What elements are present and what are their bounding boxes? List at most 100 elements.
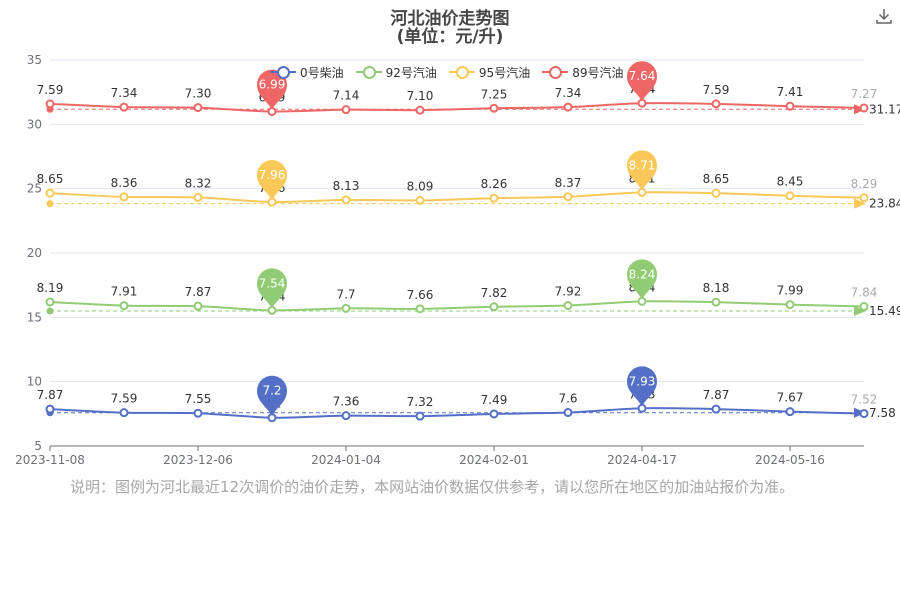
data-point <box>119 408 129 418</box>
data-label: 7.66 <box>407 288 434 302</box>
data-label: 7.10 <box>407 89 434 103</box>
data-label: 7.84 <box>851 286 878 300</box>
series-line <box>49 191 865 204</box>
axes: 5 10 15 20 25 30 35 2023-11-08 2023-12-06 2024-01… <box>15 53 864 467</box>
data-label: 7.32 <box>407 395 434 409</box>
data-label: 7.36 <box>333 395 360 409</box>
y-tick-label: 35 <box>27 53 42 67</box>
legend-line-icon <box>355 65 382 79</box>
data-point <box>489 193 499 203</box>
y-tick-label: 15 <box>27 310 42 324</box>
y-tick-label: 10 <box>27 375 42 389</box>
legend-label: 92号汽油 <box>385 65 437 80</box>
max-marker-label: 8.71 <box>629 158 656 172</box>
average-line-arrow <box>854 306 866 317</box>
legend-item[interactable]: 95号汽油 <box>448 63 531 81</box>
data-point <box>119 102 129 112</box>
data-point <box>785 407 795 417</box>
data-label: 7.49 <box>481 393 508 407</box>
data-label: 8.18 <box>703 281 730 295</box>
data-point <box>45 297 55 307</box>
data-label: 7.59 <box>37 83 64 97</box>
data-label: 7.87 <box>703 388 730 402</box>
max-marker-pin <box>627 61 657 102</box>
average-value-label: 31.17 <box>869 102 900 116</box>
data-label: 8.09 <box>407 179 434 193</box>
data-label: 7.25 <box>481 87 508 101</box>
legend-line-icon <box>448 65 475 79</box>
data-label: 7.55 <box>185 392 212 406</box>
data-point <box>489 103 499 113</box>
legend-item[interactable]: 0号柴油 <box>270 63 344 81</box>
min-marker-label: 6.99 <box>259 78 286 92</box>
y-tick-label: 20 <box>27 246 42 260</box>
data-label: 7.92 <box>555 284 582 298</box>
markers-layer: 7.93 7.2 8.24 7.54 8.71 7.96 7.64 6.99 <box>257 61 657 416</box>
min-marker: 6.99 <box>257 69 287 110</box>
max-marker-pin <box>627 259 657 300</box>
data-point <box>119 192 129 202</box>
data-point <box>711 188 721 198</box>
grid-lines <box>50 59 864 383</box>
max-marker: 7.64 <box>627 61 657 102</box>
data-label: 7.99 <box>777 284 804 298</box>
data-point <box>415 304 425 314</box>
data-label: 7.30 <box>185 87 212 101</box>
data-point <box>859 193 869 203</box>
data-point <box>489 302 499 312</box>
data-label: 7.27 <box>851 87 878 101</box>
min-marker-label: 7.96 <box>259 168 286 182</box>
data-label: 7.34 <box>111 86 138 100</box>
min-marker: 7.2 <box>257 375 287 416</box>
min-marker-label: 7.2 <box>262 384 281 398</box>
x-tick-label: 2024-01-04 <box>311 453 381 467</box>
data-point <box>341 105 351 115</box>
x-tick-label: 2024-02-01 <box>459 453 529 467</box>
average-value-label: 7.58 <box>869 406 896 420</box>
data-point <box>119 301 129 311</box>
data-point <box>193 103 203 113</box>
data-point <box>45 404 55 414</box>
data-label: 7.87 <box>185 285 212 299</box>
data-label: 8.19 <box>37 281 64 295</box>
data-point <box>489 409 499 419</box>
download-icon[interactable] <box>874 6 894 26</box>
data-point <box>711 404 721 414</box>
x-tick-label: 2023-12-06 <box>163 453 233 467</box>
max-marker-label: 7.64 <box>629 69 656 83</box>
data-label: 7.59 <box>111 392 138 406</box>
max-marker-pin <box>627 150 657 191</box>
x-tick-label: 2023-11-08 <box>15 453 85 467</box>
footnote-text: 说明：图例为河北最近12次调价的油价走势，本网站油价数据仅供参考，请以您所在地区… <box>70 478 795 496</box>
max-marker-pin <box>627 366 657 407</box>
data-label: 8.29 <box>851 177 878 191</box>
data-point <box>415 195 425 205</box>
legend-line-icon <box>542 65 569 79</box>
y-tick-label: 30 <box>27 117 42 131</box>
average-value-label: 15.49 <box>869 304 900 318</box>
data-point <box>785 191 795 201</box>
legend-line-icon <box>270 65 296 79</box>
min-marker-pin <box>257 268 287 309</box>
data-label: 8.26 <box>481 177 508 191</box>
chart-subtitle: (单位：元/升) <box>396 27 504 47</box>
average-line-arrow <box>854 198 866 209</box>
data-label: 8.36 <box>111 176 138 190</box>
data-label: 8.45 <box>777 175 804 189</box>
data-point <box>45 188 55 198</box>
legend-label: 95号汽油 <box>478 65 531 80</box>
chart-legend: 0号柴油 92号汽油 95号汽油 89号汽油 <box>270 63 623 81</box>
legend-item[interactable]: 92号汽油 <box>355 63 437 81</box>
data-label: 8.37 <box>555 176 582 190</box>
x-tick-label: 2024-04-17 <box>607 453 677 467</box>
data-point <box>341 195 351 205</box>
data-point <box>563 102 573 112</box>
data-label: 8.65 <box>703 172 730 186</box>
series-line <box>49 300 865 312</box>
min-marker: 7.96 <box>257 160 287 201</box>
average-value-label: 23.84 <box>869 197 900 211</box>
legend-label: 89号汽油 <box>572 65 624 80</box>
legend-item[interactable]: 89号汽油 <box>542 63 623 81</box>
data-point <box>859 409 869 419</box>
